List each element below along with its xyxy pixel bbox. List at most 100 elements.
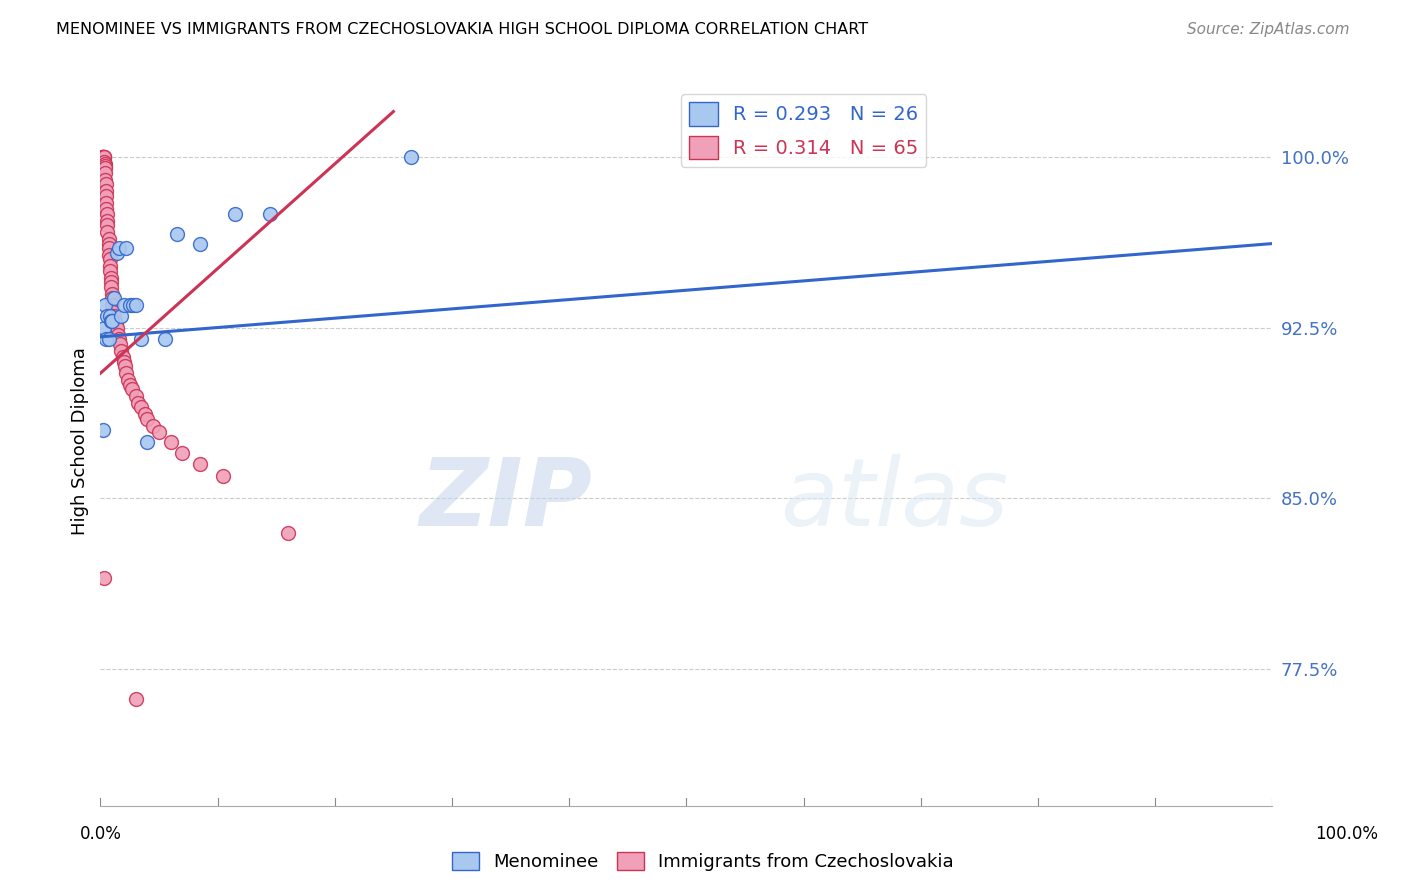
Point [188, 236, 211, 251]
Text: Source: ZipAtlas.com: Source: ZipAtlas.com [1187, 22, 1350, 37]
Point [112, 355, 135, 369]
Point [166, 227, 188, 242]
Point [121, 382, 143, 396]
Point [98, 252, 121, 267]
Point [96, 332, 118, 346]
Point [91, 150, 114, 164]
Point [103, 310, 125, 324]
Point [188, 458, 211, 472]
Point [94, 173, 117, 187]
Point [90, 150, 112, 164]
Point [90, 150, 112, 164]
Point [93, 150, 115, 164]
Point [97, 236, 120, 251]
Text: atlas: atlas [780, 454, 1008, 545]
Point [93, 150, 115, 164]
Point [96, 195, 118, 210]
Point [97, 232, 120, 246]
Point [96, 219, 118, 233]
Point [96, 225, 118, 239]
Point [148, 425, 170, 440]
Point [136, 434, 159, 449]
Point [94, 161, 117, 176]
Point [94, 159, 117, 173]
Text: 100.0%: 100.0% [1316, 825, 1378, 843]
Point [259, 207, 281, 221]
Text: 0.0%: 0.0% [80, 825, 122, 843]
Text: MENOMINEE VS IMMIGRANTS FROM CZECHOSLOVAKIA HIGH SCHOOL DIPLOMA CORRELATION CHAR: MENOMINEE VS IMMIGRANTS FROM CZECHOSLOVA… [56, 22, 869, 37]
Point [101, 314, 124, 328]
Legend: Menominee, Immigrants from Czechoslovakia: Menominee, Immigrants from Czechoslovaki… [444, 845, 962, 879]
Point [98, 264, 121, 278]
Point [91, 423, 114, 437]
Point [122, 298, 145, 312]
Point [115, 366, 138, 380]
Point [153, 332, 176, 346]
Point [101, 286, 124, 301]
Point [124, 389, 146, 403]
Point [277, 525, 299, 540]
Point [94, 166, 117, 180]
Point [93, 154, 115, 169]
Y-axis label: High School Diploma: High School Diploma [72, 348, 89, 535]
Point [93, 320, 115, 334]
Text: ZIP: ZIP [420, 454, 593, 546]
Point [112, 298, 135, 312]
Point [100, 314, 122, 328]
Point [97, 248, 120, 262]
Point [98, 310, 121, 324]
Point [118, 298, 141, 312]
Point [399, 150, 422, 164]
Point [110, 343, 132, 358]
Point [134, 407, 156, 421]
Point [96, 202, 118, 217]
Point [96, 207, 118, 221]
Point [110, 310, 132, 324]
Legend: R = 0.293   N = 26, R = 0.314   N = 65: R = 0.293 N = 26, R = 0.314 N = 65 [681, 95, 927, 167]
Point [142, 418, 165, 433]
Point [93, 150, 115, 164]
Point [115, 241, 138, 255]
Point [108, 241, 131, 255]
Point [104, 316, 127, 330]
Point [94, 298, 117, 312]
Point [111, 351, 134, 365]
Point [101, 298, 124, 312]
Point [103, 291, 125, 305]
Point [118, 377, 141, 392]
Point [100, 280, 122, 294]
Point [124, 691, 146, 706]
Point [107, 327, 129, 342]
Point [114, 359, 136, 374]
Point [96, 310, 118, 324]
Point [96, 178, 118, 192]
Point [131, 401, 153, 415]
Point [94, 157, 117, 171]
Point [172, 446, 194, 460]
Point [101, 291, 124, 305]
Point [98, 260, 121, 274]
Point [105, 245, 128, 260]
Point [103, 305, 125, 319]
Point [131, 332, 153, 346]
Point [100, 270, 122, 285]
Point [105, 320, 128, 334]
Point [127, 396, 149, 410]
Point [96, 214, 118, 228]
Point [91, 150, 114, 164]
Point [97, 332, 120, 346]
Point [136, 411, 159, 425]
Point [110, 336, 132, 351]
Point [100, 275, 122, 289]
Point [124, 298, 146, 312]
Point [96, 188, 118, 202]
Point [97, 241, 120, 255]
Point [93, 571, 115, 585]
Point [224, 207, 246, 221]
Point [96, 184, 118, 198]
Point [91, 150, 114, 164]
Point [117, 373, 139, 387]
Point [159, 434, 181, 449]
Point [212, 468, 235, 483]
Point [108, 332, 131, 346]
